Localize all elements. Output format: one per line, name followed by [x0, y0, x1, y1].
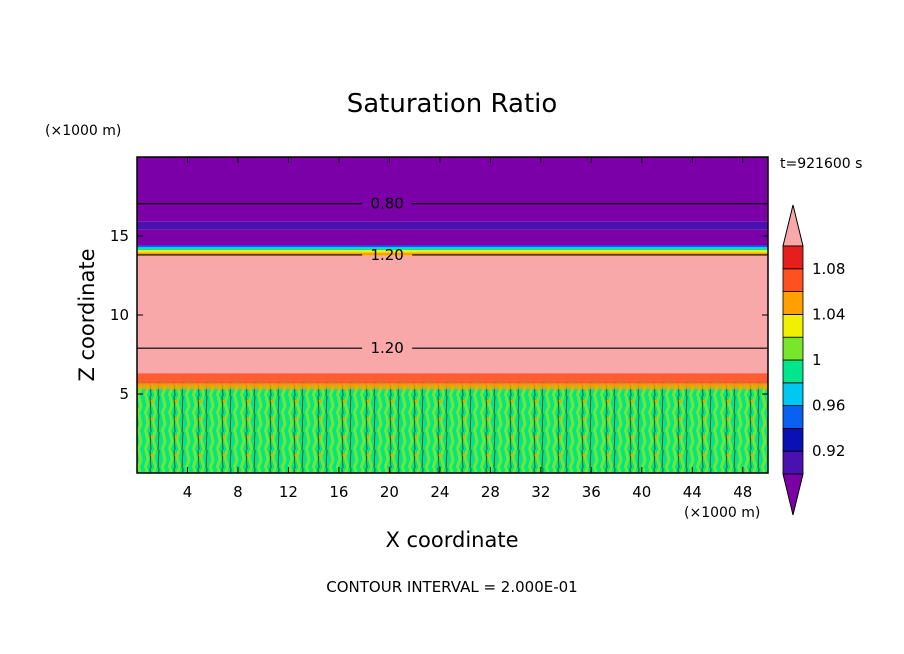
cloud-top-band [137, 373, 768, 386]
colorbar: 0.92 0.96 1 1.04 1.08 [782, 204, 845, 516]
x-tick-label: 16 [329, 483, 348, 501]
colorbar-over-triangle [782, 204, 804, 247]
colorbar-segment [782, 359, 804, 384]
x-tick-label: 32 [531, 483, 550, 501]
y-unit-label: (×1000 m) [45, 123, 121, 139]
time-label: t=921600 s [780, 156, 862, 172]
contour-label: 0.80 [370, 195, 403, 213]
contour-layer [137, 252, 768, 256]
contour-layer [137, 248, 768, 251]
x-tick-label: 36 [582, 483, 601, 501]
colorbar-tick-label: 1.04 [812, 305, 845, 323]
x-tick-label: 24 [430, 483, 449, 501]
contour-lines: 0.80 1.20 1.20 [137, 195, 768, 357]
x-tick-label: 12 [279, 483, 298, 501]
contour-layer [137, 255, 768, 382]
contour-layer [137, 229, 768, 246]
colorbar-segment [782, 336, 804, 361]
contour-layer [137, 250, 768, 253]
x-unit-label: (×1000 m) [684, 505, 760, 521]
y-axis: 5 10 15 [110, 227, 768, 403]
colorbar-segment [782, 427, 804, 452]
y-tick-label: 15 [110, 227, 129, 245]
contour-layers [137, 157, 768, 473]
contour-layer [137, 245, 768, 248]
x-tick-label: 20 [380, 483, 399, 501]
colorbar-segment [782, 291, 804, 315]
chart-title: Saturation Ratio [347, 89, 558, 119]
colorbar-tick-label: 1 [812, 351, 822, 369]
y-axis-title: Z coordinate [75, 248, 99, 381]
x-tick-label: 28 [481, 483, 500, 501]
x-tick-label: 4 [183, 483, 193, 501]
colorbar-segment [782, 382, 804, 406]
x-tick-label: 8 [233, 483, 243, 501]
contour-layer [137, 247, 768, 249]
colorbar-segment [782, 268, 804, 292]
contour-label: 1.20 [370, 246, 403, 264]
y-tick-label: 5 [119, 385, 129, 403]
plot-area: 0.80 1.20 1.20 [137, 157, 768, 473]
colorbar-segment [782, 450, 804, 475]
x-tick-label: 44 [683, 483, 702, 501]
cloud-top-band [137, 383, 768, 390]
x-axis-title: X coordinate [385, 528, 518, 552]
contour-layer [137, 221, 768, 230]
x-tick-label: 48 [733, 483, 752, 501]
colorbar-tick-label: 0.96 [812, 397, 845, 415]
contour-layer [137, 157, 768, 222]
x-axis: 4 8 12 16 20 24 28 32 36 40 44 48 [183, 157, 752, 501]
colorbar-tick-label: 1.08 [812, 260, 845, 278]
colorbar-tick-label: 0.92 [812, 442, 845, 460]
contour-label: 1.20 [370, 339, 403, 357]
colorbar-under-triangle [782, 473, 804, 516]
contour-layer [137, 381, 768, 473]
colorbar-segment [782, 405, 804, 429]
colorbar-segment [782, 313, 804, 338]
x-tick-label: 40 [632, 483, 651, 501]
y-tick-label: 10 [110, 306, 129, 324]
colorbar-segment [782, 245, 804, 270]
contour-interval-note: CONTOUR INTERVAL = 2.000E-01 [326, 578, 577, 596]
